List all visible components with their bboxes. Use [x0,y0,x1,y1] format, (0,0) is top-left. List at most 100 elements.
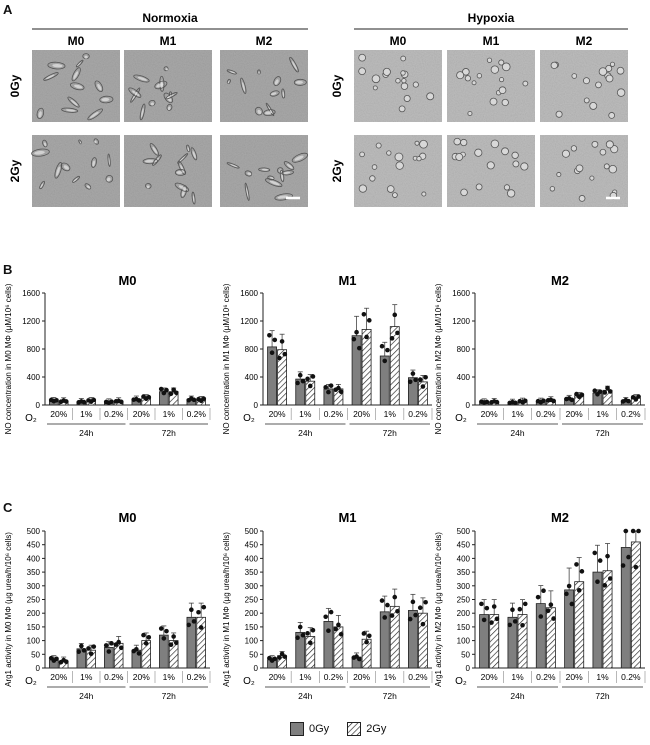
bar-0gy [76,401,87,406]
data-point [189,396,194,401]
cell-shape [460,138,468,147]
cell-shape [460,188,468,197]
cell-shape [186,144,191,153]
cell-shape [598,67,608,76]
data-point [282,351,288,357]
y-tick-label: 200 [245,609,259,618]
data-point [61,657,66,663]
y-tick-label: 150 [245,623,259,632]
x-tick-label: 20% [481,672,498,682]
data-point [282,654,288,659]
o2-label: O₂ [25,676,37,687]
y-tick-label: 800 [245,345,259,354]
bar-2gy [418,612,428,669]
data-point [201,604,207,610]
y-tick-label: 300 [27,582,41,591]
data-point [279,339,285,344]
group-label: 24h [510,691,524,701]
cell-highlight [73,178,78,182]
cell-shape [506,189,516,198]
micrograph-image [354,50,442,122]
bar-2gy [86,649,96,669]
data-point [305,376,310,382]
data-point [196,396,201,402]
cell-shape [591,140,599,148]
group-label: 72h [162,428,176,438]
o2-label: O₂ [25,413,37,424]
cell-shape [60,162,71,172]
y-tick-label: 0 [466,664,471,673]
data-point [623,397,629,403]
data-point [423,599,428,605]
cell-highlight [242,82,246,92]
x-tick-label: 0.2% [621,409,641,419]
data-point [173,640,179,646]
bar-0gy [323,388,334,406]
cell-shape [555,110,563,118]
legend-label-0gy: 0Gy [309,723,330,735]
cell-shape [605,140,614,149]
data-point [86,398,91,403]
cell-shape [72,175,81,183]
data-point [385,347,390,353]
cell-shape [90,157,97,168]
cell-highlight [269,180,280,186]
cell-highlight [156,83,164,88]
bar-2gy [168,640,179,669]
data-point [576,394,582,400]
cell-highlight [270,92,277,96]
data-point [146,394,152,400]
data-point [597,558,603,563]
cell-shape [274,193,293,201]
cell-shape [99,95,114,104]
data-point [356,345,362,351]
data-point [566,396,572,401]
cell-highlight [94,140,97,144]
group-label: 24h [79,428,93,438]
panel-label-b: B [3,262,13,277]
y-tick-label: 100 [457,637,471,646]
y-tick-label: 50 [461,650,470,659]
bar-2gy [630,397,641,406]
panel-label-a: A [3,2,13,17]
data-point [535,398,541,404]
cell-highlight [84,55,88,59]
data-point [326,628,331,634]
cell-shape [358,184,367,193]
cell-highlight [86,185,91,189]
data-point [541,588,546,594]
data-point [354,329,359,335]
cell-shape [372,85,378,91]
data-point [300,378,306,384]
cell-highlight [152,146,158,154]
cell-highlight [101,97,110,102]
o2-label: O₂ [455,676,467,687]
data-point [623,528,629,534]
cell-shape [395,161,404,170]
data-point [48,655,54,661]
data-point [626,398,631,404]
bar-2gy [113,400,124,406]
cell-shape [149,143,159,156]
data-point [173,390,179,396]
cell-shape [421,191,427,197]
cell-highlight [274,79,279,85]
bar-0gy [379,611,390,669]
y-tick-label: 0 [36,401,41,410]
data-point [385,602,390,608]
data-point [81,399,87,405]
cell-highlight [73,71,79,80]
data-point [510,399,515,405]
cell-shape [39,180,45,190]
data-point [389,613,395,618]
cell-shape [549,186,556,192]
y-tick-label: 800 [27,345,41,354]
bar-0gy [49,400,59,406]
o2-label: O₂ [455,413,467,424]
chart-title: M1 [338,510,356,525]
cell-shape [467,110,473,116]
data-point [569,601,575,607]
data-point [328,609,334,615]
data-point [338,389,344,395]
data-point [134,646,139,652]
